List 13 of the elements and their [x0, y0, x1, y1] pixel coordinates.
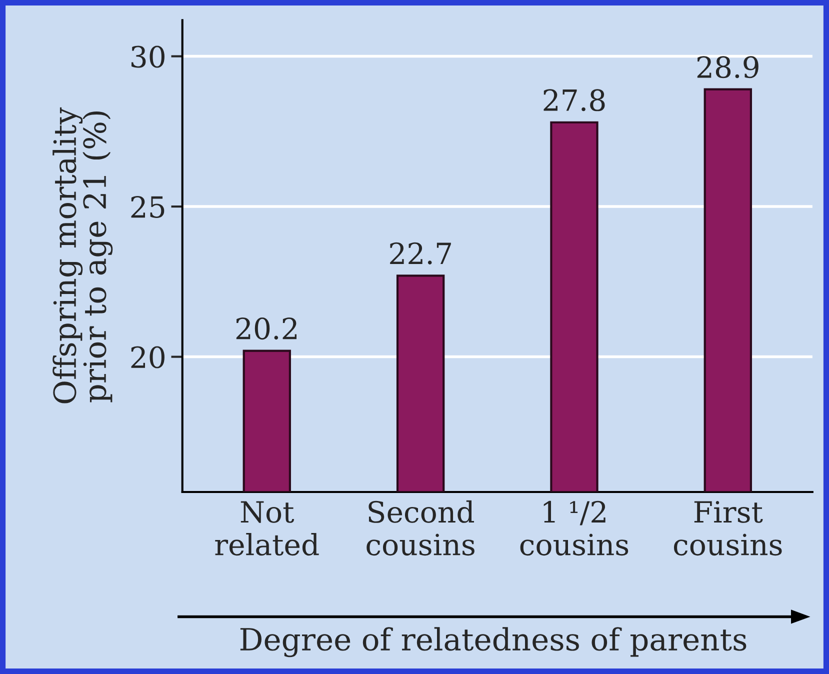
y-axis-title: Offspring mortality prior to age 21 (%)	[52, 107, 113, 404]
x-tick-label: 1 ¹/2 cousins	[520, 500, 628, 556]
y-tick-label: 20	[131, 346, 164, 368]
x-axis-title: Degree of relatedness of parents	[240, 627, 746, 658]
x-tick-label: Not related	[215, 501, 319, 556]
x-tick-label: First cousins	[674, 501, 782, 556]
y-tick-label: 25	[131, 196, 164, 218]
y-tick-label: 30	[132, 46, 164, 68]
data-label: 20.2	[236, 318, 297, 340]
data-label: 22.7	[390, 242, 451, 264]
data-label: 27.8	[544, 89, 605, 112]
data-label: 28.9	[697, 56, 758, 78]
x-tick-label: Second cousins	[366, 500, 474, 556]
